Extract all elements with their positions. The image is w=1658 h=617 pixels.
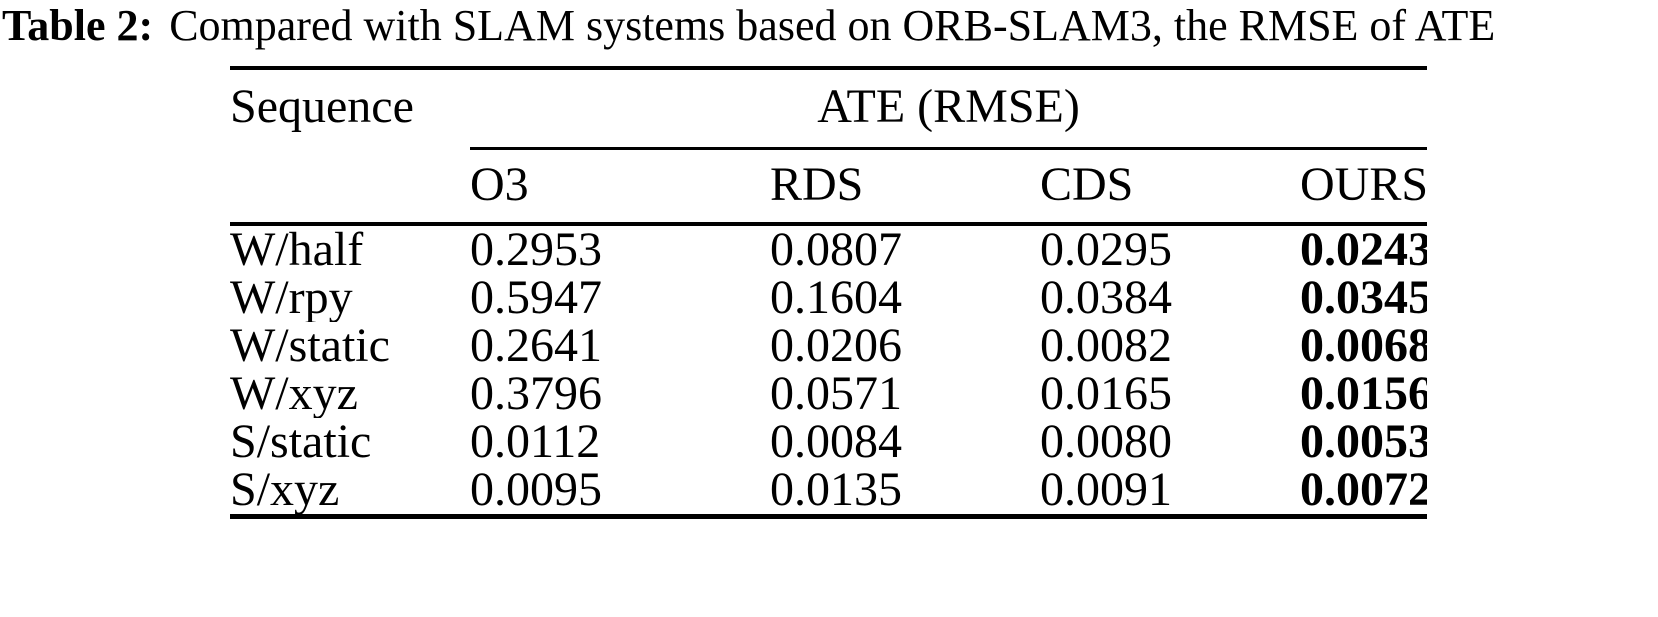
sequence-cell: W/static [230,322,390,370]
table-row: W/half 0.2953 0.0807 0.0295 0.0243 [230,224,1427,274]
value-cell-rds: 0.0084 [770,418,902,466]
value-cell-o3: 0.2953 [470,224,602,274]
results-table: Sequence ATE (RMSE) O3 RDS CDS OURS W/ha… [230,66,1428,519]
sequence-cell: S/static [230,418,372,466]
group-header-row: Sequence ATE (RMSE) [230,68,1428,226]
value-cell-o3: 0.0112 [470,418,601,466]
value-cell-ours: 0.0243 [1300,224,1428,274]
table-row: W/static 0.2641 0.0206 0.0082 0.0068 [230,322,1427,370]
table-row: W/rpy 0.5947 0.1604 0.0384 0.0345 [230,274,1427,322]
value-cell-cds: 0.0165 [1040,370,1172,418]
table-body: W/half 0.2953 0.0807 0.0295 0.0243 W/rpy… [230,224,1427,517]
value-cell-cds: 0.0080 [1040,418,1172,466]
value-cell-cds: 0.0082 [1040,322,1172,370]
value-cell-ours: 0.0068 [1300,322,1428,370]
sequence-cell: W/rpy [230,274,353,322]
value-cell-o3: 0.0095 [470,466,602,516]
value-cell-o3: 0.3796 [470,370,602,418]
value-cell-ours: 0.0156 [1300,370,1428,418]
column-header-row: O3 RDS CDS OURS [230,148,1428,226]
column-header-rds: RDS [770,148,1040,226]
value-cell-o3: 0.2641 [470,322,602,370]
value-cell-ours: 0.0345 [1300,274,1428,322]
value-cell-ours: 0.0053 [1300,418,1428,466]
corner-header-cell: Sequence [230,68,470,226]
column-header-ours: OURS [1300,148,1428,226]
column-header-o3: O3 [470,148,770,226]
table-header: Sequence ATE (RMSE) O3 RDS CDS OURS [230,68,1428,226]
value-cell-rds: 0.1604 [770,274,902,322]
value-cell-cds: 0.0384 [1040,274,1172,322]
table-caption: Table 2: Compared with SLAM systems based… [2,1,1496,50]
value-cell-rds: 0.0807 [770,224,902,274]
value-cell-ours: 0.0072 [1300,466,1428,516]
sequence-cell: W/xyz [230,370,358,418]
table-row: S/xyz 0.0095 0.0135 0.0091 0.0072 [230,466,1427,517]
value-cell-rds: 0.0135 [770,466,902,516]
table-row: S/static 0.0112 0.0084 0.0080 0.0053 [230,418,1427,466]
caption-text: Compared with SLAM systems based on ORB-… [169,1,1496,50]
value-cell-cds: 0.0091 [1040,466,1172,516]
group-header-cell: ATE (RMSE) [470,68,1428,150]
sequence-cell: W/half [230,224,364,274]
caption-label: Table 2: [2,1,154,50]
table-row: W/xyz 0.3796 0.0571 0.0165 0.0156 [230,370,1427,418]
value-cell-rds: 0.0571 [770,370,902,418]
value-cell-cds: 0.0295 [1040,224,1172,274]
sequence-cell: S/xyz [230,466,340,516]
value-cell-rds: 0.0206 [770,322,902,370]
column-header-cds: CDS [1040,148,1300,226]
value-cell-o3: 0.5947 [470,274,602,322]
